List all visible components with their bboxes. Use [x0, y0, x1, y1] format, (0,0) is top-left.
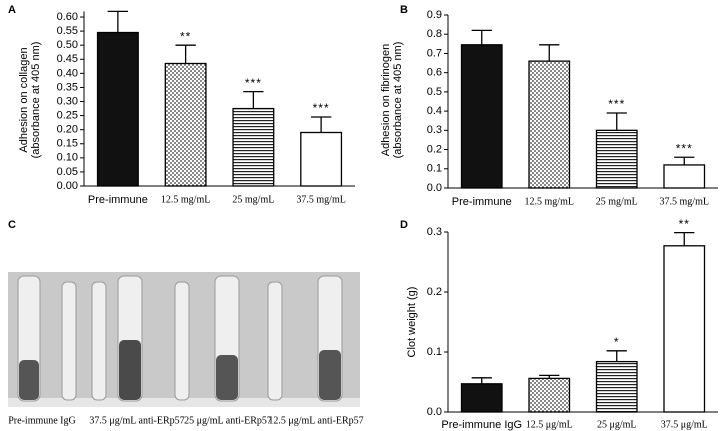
- x-tick-label: 25 μg/mL: [597, 419, 637, 430]
- clot: [19, 360, 39, 400]
- bar: [460, 44, 503, 189]
- x-tick-label: 12.5 μg/mL: [526, 419, 573, 430]
- x-tick-label: 25 mg/mL: [232, 194, 274, 205]
- y-tick-label: 0.00: [57, 180, 78, 192]
- bar: [96, 31, 139, 187]
- y-tick-label: 0.9: [427, 9, 442, 21]
- panel-letter: D: [400, 219, 408, 231]
- bar: [460, 383, 503, 413]
- tube: [174, 281, 190, 401]
- y-tick-label: 0.40: [57, 67, 78, 79]
- panel-letter: A: [8, 4, 16, 16]
- y-tick-label: 0.45: [57, 53, 78, 65]
- y-tick-label: 0.3: [427, 226, 442, 238]
- y-tick-label: 0.55: [57, 25, 78, 37]
- y-tick-label: 0.3: [427, 124, 442, 136]
- x-tick-label: 12.5 mg/mL: [161, 194, 210, 205]
- x-tick-label: 37.5 mg/mL: [296, 194, 345, 205]
- bar: [232, 107, 275, 187]
- y-axis-label: Clot weight (g): [406, 287, 418, 358]
- photo-label: 25 μg/mL anti-ERp57: [184, 415, 272, 426]
- clot: [119, 340, 141, 400]
- y-tick-label: 0.35: [57, 81, 78, 93]
- x-tick-label: Pre-immune: [452, 196, 512, 208]
- rack-base: [8, 398, 360, 407]
- significance-label: *: [614, 335, 620, 349]
- x-tick-label: 25 mg/mL: [596, 196, 638, 207]
- photo: C: [8, 219, 360, 407]
- y-tick-label: 0.7: [427, 47, 442, 59]
- y-tick-label: 0.1: [427, 163, 442, 175]
- x-tick-label: 37.5 μg/mL: [661, 419, 708, 430]
- y-axis-label: Adhesion on collagen: [18, 47, 30, 152]
- significance-label: ***: [313, 101, 330, 115]
- significance-label: ***: [676, 141, 693, 155]
- photo-label: 37.5 μg/mL anti-ERp57: [89, 415, 184, 426]
- y-tick-label: 0.2: [427, 143, 442, 155]
- panel-letter: C: [8, 219, 16, 231]
- bar: [528, 377, 571, 413]
- significance-label: ***: [245, 76, 262, 90]
- y-tick-label: 0.10: [57, 152, 78, 164]
- x-tick-label: Pre-immune IgG: [441, 419, 522, 431]
- photo-label: 12.5 μg/mL anti-ERp57: [268, 415, 363, 426]
- y-tick-label: 0.20: [57, 124, 78, 136]
- y-tick-label: 0.4: [427, 105, 442, 117]
- y-tick-label: 0.25: [57, 110, 78, 122]
- tube: [91, 281, 107, 401]
- tube: [61, 281, 77, 401]
- y-axis-label: (absorbance at 405 nm): [392, 42, 404, 159]
- y-tick-label: 0.0: [427, 406, 442, 418]
- x-tick-label: 37.5 mg/mL: [660, 196, 709, 207]
- y-tick-label: 0.5: [427, 86, 442, 98]
- panel-letter: B: [400, 4, 408, 16]
- y-tick-label: 0.0: [427, 182, 442, 194]
- y-tick-label: 0.05: [57, 166, 78, 178]
- y-tick-label: 0.1: [427, 346, 442, 358]
- y-tick-label: 0.2: [427, 286, 442, 298]
- y-axis-label: (absorbance at 405 nm): [30, 42, 42, 159]
- y-tick-label: 0.6: [427, 67, 442, 79]
- significance-label: **: [679, 217, 690, 231]
- y-axis-label: Adhesion on fibrinogen: [380, 44, 392, 157]
- significance-label: **: [180, 29, 191, 43]
- y-tick-label: 0.8: [427, 28, 442, 40]
- bar: [595, 129, 638, 189]
- y-tick-label: 0.60: [57, 11, 78, 23]
- clot: [216, 355, 238, 400]
- bar: [595, 360, 638, 413]
- clot: [319, 350, 341, 400]
- bar: [528, 60, 571, 189]
- y-tick-label: 0.30: [57, 95, 78, 107]
- bar: [300, 131, 343, 187]
- x-tick-label: Pre-immune: [88, 194, 148, 206]
- y-tick-label: 0.15: [57, 138, 78, 150]
- x-tick-label: 12.5 mg/mL: [525, 196, 574, 207]
- y-tick-label: 0.50: [57, 39, 78, 51]
- photo-label: Pre-immune IgG: [8, 415, 76, 426]
- significance-label: ***: [608, 97, 625, 111]
- bar: [663, 164, 706, 189]
- bar: [663, 245, 706, 413]
- bar: [164, 62, 207, 187]
- tube: [267, 281, 283, 401]
